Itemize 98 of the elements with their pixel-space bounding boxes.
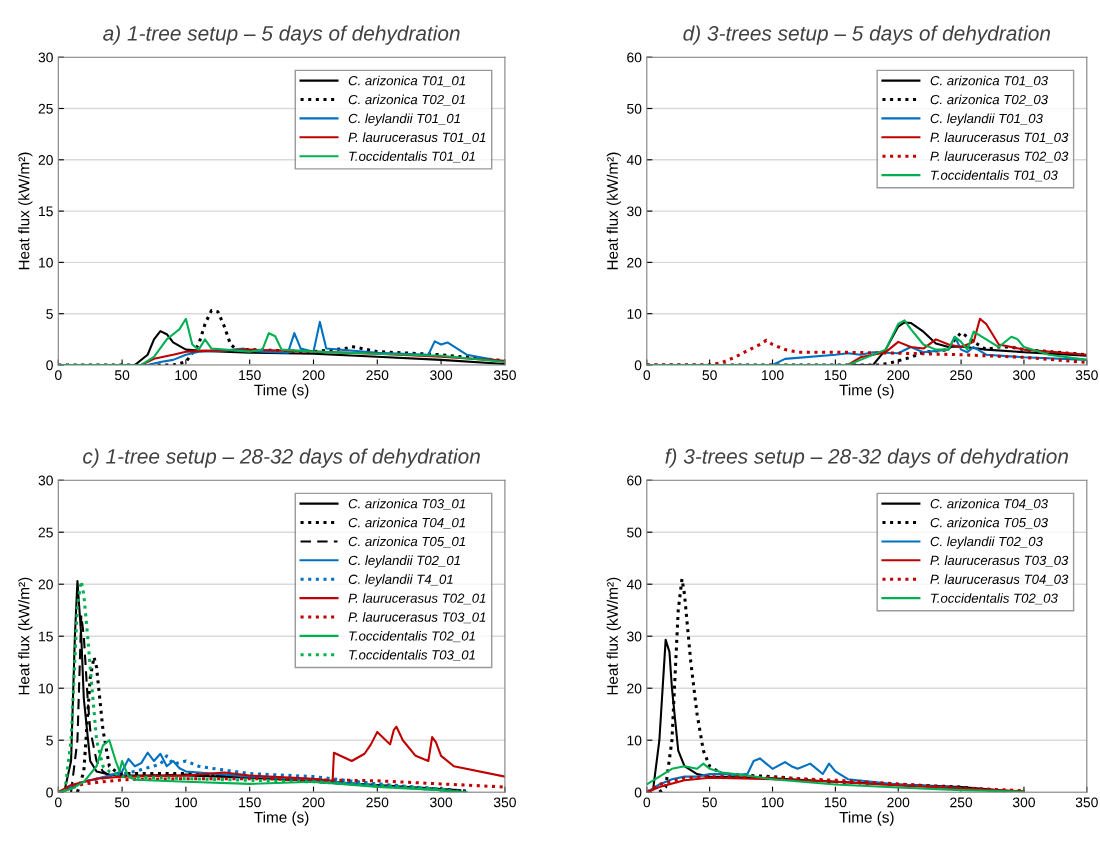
y-tick-label: 10 [627,735,642,746]
y-tick-label: 10 [627,309,642,319]
legend-label: P. laurucerasus T02_03 [930,151,1069,163]
legend-label: P. laurucerasus T01_03 [930,132,1069,144]
x-tick-label: 100 [761,370,784,381]
y-tick-label: 25 [38,103,53,114]
legend-label: P. laurucerasus T03_03 [930,555,1069,567]
y-axis-title: Heat flux (kW/m²) [606,577,621,695]
legend-label: C. arizonica T04_03 [930,498,1048,510]
x-tick-label: 150 [239,370,261,381]
x-axis-title: Time (s) [254,384,309,399]
legend-label: C. leylandii T02_03 [930,536,1043,549]
y-tick-label: 40 [626,155,642,165]
x-tick-label: 350 [1075,370,1098,381]
x-axis-title: Time (s) [839,384,894,399]
x-tick-label: 250 [366,370,389,381]
legend-label: C. leylandii T02_01 [348,555,460,568]
x-tick-label: 150 [824,370,847,381]
y-tick-label: 50 [627,103,642,114]
x-tick-label: 250 [950,797,973,808]
legend-label: C. arizonica T01_03 [930,75,1048,87]
x-tick-label: 150 [824,797,847,808]
legend-label: T.occidentalis T03_01 [349,649,475,662]
x-tick-label: 50 [114,797,130,808]
legend-label: C. arizonica T02_03 [930,94,1048,106]
x-tick-label: 200 [302,797,325,808]
y-tick-label: 0 [634,787,642,798]
x-tick-label: 200 [887,370,910,381]
chart-title: c) 1-tree setup – 28-32 days of dehydration [83,448,480,468]
y-tick-label: 10 [39,257,53,268]
x-tick-label: 300 [1012,370,1035,381]
x-tick-label: 200 [887,797,910,808]
x-tick-label: 100 [175,370,197,381]
legend-label: C. arizonica T01_01 [348,75,466,87]
y-tick-label: 30 [38,475,53,486]
y-tick-label: 10 [39,683,53,694]
x-tick-label: 300 [1012,797,1035,808]
legend-label: C. leylandii T4_01 [348,574,453,587]
y-tick-label: 15 [39,631,53,642]
legend-label: C. leylandii T01_03 [930,113,1043,126]
y-tick-label: 40 [626,579,642,590]
y-axis-title: Heat flux (kW/m²) [18,152,33,270]
y-tick-label: 20 [627,683,642,694]
y-tick-label: 20 [38,579,53,590]
x-tick-label: 300 [430,797,453,808]
y-axis-title: Heat flux (kW/m²) [18,577,33,695]
x-axis-title: Time (s) [254,811,309,826]
x-tick-label: 0 [643,797,651,808]
y-tick-label: 50 [627,527,642,538]
y-tick-label: 0 [46,787,53,798]
legend-label: P. laurucerasus T04_03 [930,574,1069,586]
y-tick-label: 60 [627,475,642,486]
legend-label: C. arizonica T04_01 [348,517,466,529]
x-tick-label: 50 [702,370,717,381]
y-tick-label: 30 [627,631,642,642]
x-tick-label: 350 [493,797,516,808]
legend-label: C. arizonica T02_01 [348,94,466,106]
x-tick-label: 350 [493,370,516,381]
legend-label: C. arizonica T03_01 [348,498,466,510]
legend-label: P. laurucerasus T02_01 [348,593,486,605]
x-tick-label: 0 [54,797,62,808]
y-tick-label: 15 [39,206,53,217]
y-tick-label: 20 [627,257,642,268]
y-tick-label: 5 [46,309,53,319]
x-tick-label: 250 [950,370,973,381]
y-tick-label: 0 [634,360,642,371]
y-tick-label: 60 [627,52,642,63]
x-tick-label: 50 [114,370,130,381]
legend-label: T.occidentalis T01_03 [931,170,1058,182]
legend-label: T.occidentalis T02_03 [931,593,1058,605]
y-tick-label: 30 [38,52,53,63]
y-axis-title: Heat flux (kW/m²) [606,152,621,270]
y-tick-label: 30 [627,206,642,217]
y-tick-label: 20 [38,155,53,165]
y-tick-label: 5 [46,735,53,746]
legend-label: T.occidentalis T01_01 [349,151,475,163]
x-tick-label: 150 [239,797,261,808]
y-tick-label: 0 [46,360,53,371]
x-axis-title: Time (s) [839,811,894,826]
x-tick-label: 100 [175,797,197,808]
x-tick-label: 200 [302,370,325,381]
chart-title: f) 3-trees setup – 28-32 days of dehydration [665,448,1068,468]
x-tick-label: 50 [702,797,717,808]
chart-title: a) 1-tree setup – 5 days of dehydration [103,25,460,45]
legend-label: P. laurucerasus T03_01 [348,612,486,624]
legend-label: C. arizonica T05_03 [930,517,1048,529]
x-tick-label: 350 [1075,797,1098,808]
x-tick-label: 250 [366,797,389,808]
legend-label: C. leylandii T01_01 [348,113,460,126]
legend-label: T.occidentalis T02_01 [349,630,475,643]
legend-label: C. arizonica T05_01 [348,536,466,548]
x-tick-label: 0 [643,370,651,381]
x-tick-label: 100 [761,797,784,808]
legend-label: P. laurucerasus T01_01 [348,132,486,144]
x-tick-label: 0 [54,370,62,381]
y-tick-label: 25 [38,527,53,538]
chart-title: d) 3-trees setup – 5 days of dehydration [683,25,1051,45]
x-tick-label: 300 [430,370,453,381]
